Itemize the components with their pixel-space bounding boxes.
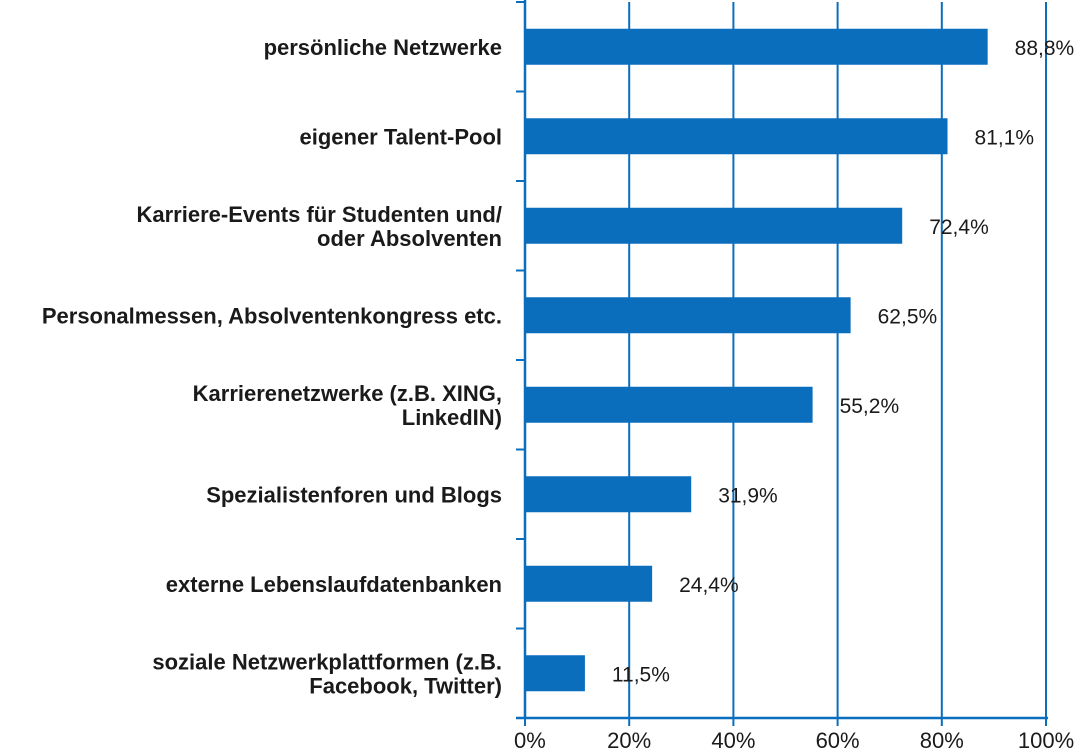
category-label-4: Personalmessen, Absolventenkongress etc. [42,303,502,328]
value-label-3: 72,4% [929,216,989,239]
value-label-5: 55,2% [840,395,900,418]
category-label-3-line-2: oder Absolventen [317,226,502,251]
x-tick-label-80: 80% [920,728,964,753]
category-label-8-line-2: Facebook, Twitter) [309,673,502,698]
bar-6 [526,476,692,513]
bar-7 [526,565,653,602]
bars [526,28,988,692]
bar-1 [526,28,988,65]
x-tick-label-20: 20% [607,728,651,753]
category-label-3-line-1: Karriere-Events für Studenten und/ [136,202,502,227]
category-label-5-line-1: Karrierenetzwerke (z.B. XING, [193,381,502,406]
value-label-6: 31,9% [718,484,778,507]
category-label-6: Spezialistenforen und Blogs [206,482,502,507]
gridlines [628,2,1047,718]
bar-5 [526,386,813,423]
value-label-4: 62,5% [878,305,938,328]
value-label-1: 88,8% [1015,37,1075,60]
x-tick-label-40: 40% [711,728,755,753]
value-label-8: 11,5% [612,663,670,686]
bar-3 [526,207,903,244]
category-label-5-line-2: LinkedIN) [402,405,502,430]
labels: 88,8% persönliche Netzwerke 81,1% eigener T… [42,35,1074,753]
value-label-7: 24,4% [679,574,739,597]
category-label-1: persönliche Netzwerke [264,35,502,60]
axes [516,0,1048,726]
category-label-8-line-1: soziale Netzwerkplattformen (z.B. [152,649,502,674]
bar-8 [526,655,585,692]
x-tick-label-60: 60% [816,728,860,753]
bar-2 [526,118,948,155]
value-label-2: 81,1% [975,126,1035,149]
category-label-2: eigener Talent-Pool [299,124,502,149]
x-tick-label-100: 100% [1018,728,1074,753]
bar-4 [526,297,851,334]
x-tick-label-0: 0% [514,728,546,753]
category-label-7: externe Lebenslaufdatenbanken [166,572,502,597]
